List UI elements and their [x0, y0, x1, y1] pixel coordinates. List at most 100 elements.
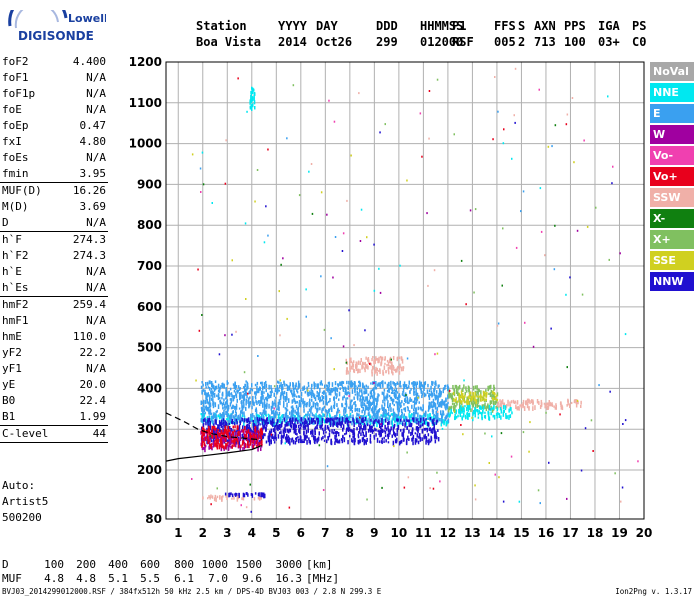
echo-point	[289, 428, 292, 433]
echo-point	[294, 440, 297, 445]
echo-point	[420, 407, 422, 411]
echo-point	[222, 418, 224, 422]
echo-point	[249, 100, 251, 105]
echo-point	[427, 421, 429, 426]
echo-point	[373, 401, 375, 405]
echo-point	[398, 366, 401, 370]
echo-point	[366, 405, 368, 409]
echo-point	[320, 424, 323, 428]
echo-point	[317, 415, 319, 420]
echo-point	[394, 394, 397, 399]
header-value-p1: RSF	[452, 35, 474, 49]
echo-point	[240, 391, 242, 396]
param-separator	[0, 182, 108, 183]
echo-point	[219, 415, 222, 419]
echo-point	[455, 399, 457, 404]
echo-point	[227, 430, 229, 436]
echo-point	[547, 405, 550, 409]
echo-point	[372, 388, 375, 391]
echo-point	[404, 422, 406, 425]
echo-point	[275, 405, 277, 408]
echo-point	[493, 389, 495, 392]
echo-point	[467, 398, 469, 402]
echo-point	[338, 419, 340, 425]
legend-item: W	[650, 125, 694, 144]
echo-point	[455, 415, 458, 419]
echo-point	[537, 401, 540, 404]
echo-point	[394, 395, 396, 398]
echo-point	[226, 432, 228, 436]
echo-point	[293, 418, 295, 421]
echo-point	[390, 380, 392, 386]
echo-point	[254, 492, 257, 495]
echo-point	[215, 422, 217, 426]
echo-point	[290, 417, 292, 421]
noise-point	[201, 314, 203, 316]
echo-point	[201, 434, 203, 440]
echo-point	[547, 402, 549, 406]
echo-point	[349, 404, 352, 408]
echo-point	[221, 415, 223, 420]
echo-point	[282, 434, 285, 439]
noise-point	[231, 259, 233, 262]
echo-point	[369, 424, 371, 430]
echo-point	[415, 383, 418, 388]
echo-point	[322, 417, 325, 421]
echo-point	[488, 405, 490, 409]
echo-point	[493, 386, 496, 389]
echo-point	[377, 415, 379, 419]
echo-point	[346, 361, 348, 365]
echo-point	[452, 405, 454, 409]
echo-point	[423, 435, 425, 440]
echo-point	[442, 401, 444, 406]
echo-point	[365, 418, 367, 423]
echo-point	[254, 417, 256, 421]
echo-point	[282, 429, 285, 434]
param-row: foF2 4.400	[0, 54, 108, 70]
echo-point	[357, 420, 359, 423]
echo-point	[297, 436, 299, 439]
echo-point	[384, 413, 387, 418]
echo-point	[455, 409, 458, 412]
echo-point	[233, 421, 235, 425]
echo-point	[306, 435, 308, 439]
echo-point	[254, 417, 257, 420]
echo-point	[323, 390, 325, 395]
echo-point	[207, 429, 209, 434]
echo-point	[425, 440, 427, 445]
echo-point	[298, 383, 301, 388]
echo-point	[230, 433, 233, 439]
echo-point	[428, 405, 430, 411]
noise-point	[428, 137, 430, 140]
echo-point	[372, 398, 375, 403]
noise-point	[342, 345, 345, 348]
echo-point	[236, 426, 239, 430]
param-row: h`F 274.3	[0, 232, 108, 248]
echo-point	[264, 419, 266, 424]
header-label-s: S	[518, 19, 526, 33]
echo-point	[326, 410, 328, 415]
echo-point	[483, 404, 485, 408]
echo-point	[223, 432, 226, 436]
echo-point	[414, 397, 416, 402]
echo-point	[387, 382, 390, 386]
echo-point	[257, 425, 259, 430]
echo-point	[239, 436, 242, 441]
echo-point	[244, 443, 247, 448]
noise-point	[366, 236, 368, 239]
echo-point	[356, 419, 358, 423]
echo-point	[223, 439, 225, 443]
echo-point	[287, 423, 289, 427]
echo-point	[395, 413, 397, 418]
echo-point	[371, 401, 373, 406]
echo-point	[375, 418, 377, 422]
echo-point	[212, 438, 215, 443]
echo-point	[206, 440, 208, 444]
echo-point	[341, 385, 344, 389]
echo-point	[342, 417, 344, 422]
noise-point	[547, 145, 550, 148]
echo-point	[304, 419, 307, 425]
echo-point	[333, 387, 335, 392]
echo-point	[490, 405, 492, 410]
echo-point	[394, 420, 396, 423]
